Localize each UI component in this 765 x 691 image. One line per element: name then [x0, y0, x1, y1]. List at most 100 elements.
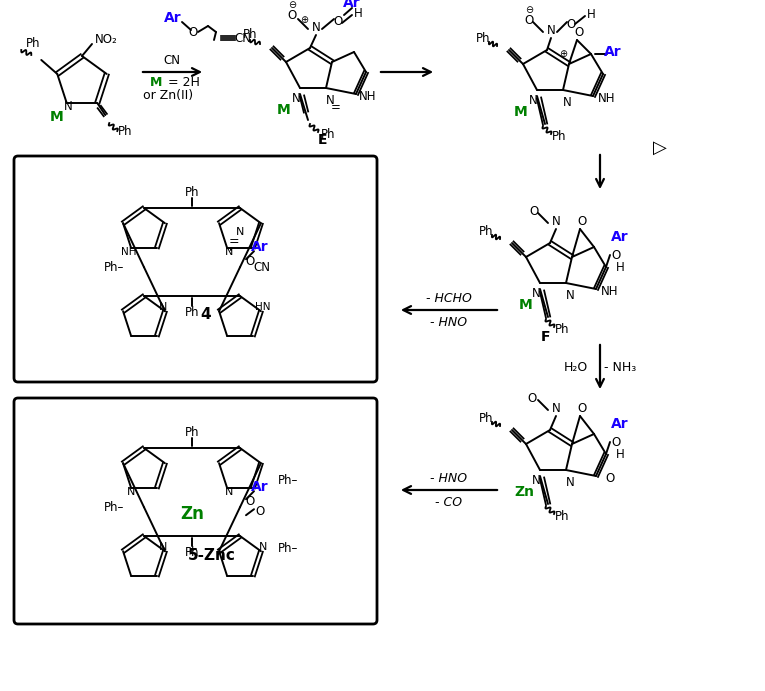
Text: N: N — [529, 93, 537, 106]
Text: N: N — [532, 473, 540, 486]
Text: Ph: Ph — [243, 28, 257, 41]
Text: NH: NH — [601, 285, 619, 298]
Text: Ph: Ph — [555, 509, 569, 522]
Text: =: = — [331, 102, 341, 115]
Text: Ph: Ph — [555, 323, 569, 336]
Text: 4: 4 — [200, 307, 211, 321]
Text: N: N — [225, 486, 233, 497]
Text: N: N — [552, 401, 561, 415]
Text: M: M — [277, 103, 291, 117]
Text: O: O — [288, 8, 297, 21]
Text: N: N — [532, 287, 540, 299]
Text: ⊖: ⊖ — [288, 0, 296, 10]
Text: Ph: Ph — [26, 37, 41, 50]
Text: - HNO: - HNO — [431, 471, 467, 484]
Text: H: H — [616, 448, 624, 460]
Text: H: H — [616, 261, 624, 274]
Text: Zn: Zn — [514, 485, 534, 499]
Text: Ph: Ph — [479, 412, 493, 424]
Text: N: N — [127, 486, 135, 497]
Text: O: O — [246, 255, 255, 267]
Text: Ar: Ar — [251, 480, 269, 494]
Text: NO₂: NO₂ — [95, 32, 117, 46]
Text: HN: HN — [256, 302, 271, 312]
Text: N: N — [291, 91, 301, 104]
Text: N: N — [326, 93, 334, 106]
Text: O: O — [605, 471, 614, 484]
Text: O: O — [566, 17, 575, 30]
Text: O: O — [256, 504, 265, 518]
Text: CN: CN — [235, 32, 252, 44]
Text: Ph: Ph — [476, 32, 490, 44]
Text: Ph: Ph — [479, 225, 493, 238]
Text: N: N — [547, 23, 555, 37]
Text: =: = — [229, 236, 239, 249]
Text: Ph–: Ph– — [103, 501, 124, 513]
Text: N: N — [552, 214, 561, 227]
Text: Ph: Ph — [118, 124, 132, 138]
Text: Ph–: Ph– — [278, 473, 298, 486]
Text: O: O — [611, 435, 620, 448]
Text: Ph: Ph — [185, 185, 199, 198]
Text: = 2H: = 2H — [164, 75, 200, 88]
Text: N: N — [565, 289, 575, 301]
Text: N: N — [236, 227, 244, 237]
FancyBboxPatch shape — [14, 156, 377, 382]
Text: ▷: ▷ — [653, 139, 667, 157]
Text: Zn: Zn — [180, 505, 204, 523]
Text: Ph: Ph — [185, 545, 199, 558]
Text: N: N — [259, 542, 267, 552]
Text: O: O — [334, 15, 343, 28]
Text: O: O — [575, 26, 584, 39]
Text: M: M — [519, 298, 533, 312]
Text: - CO: - CO — [435, 495, 463, 509]
Text: NH: NH — [598, 91, 616, 104]
Text: 5-Znc: 5-Znc — [188, 549, 236, 563]
Text: M: M — [150, 75, 162, 88]
Text: O: O — [578, 401, 587, 415]
Text: O: O — [611, 249, 620, 261]
Text: O: O — [578, 214, 587, 227]
Text: Ph–: Ph– — [278, 542, 298, 554]
Text: - HCHO: - HCHO — [426, 292, 472, 305]
Text: O: O — [246, 495, 255, 508]
Text: Ph: Ph — [321, 128, 335, 140]
Text: N: N — [225, 247, 233, 257]
Text: ⊖: ⊖ — [525, 5, 533, 15]
Text: Ar: Ar — [251, 240, 269, 254]
Text: CN: CN — [164, 53, 181, 66]
Text: O: O — [527, 392, 536, 404]
Text: N: N — [562, 95, 571, 108]
Text: N: N — [158, 302, 167, 312]
Text: CN: CN — [253, 261, 271, 274]
Text: E: E — [318, 133, 327, 147]
Text: Ar: Ar — [611, 230, 629, 244]
Text: Ar: Ar — [604, 45, 622, 59]
Text: H₂O: H₂O — [564, 361, 588, 374]
Text: - HNO: - HNO — [431, 316, 467, 328]
Text: M: M — [50, 110, 63, 124]
Text: ⊕: ⊕ — [300, 15, 308, 25]
Text: N: N — [158, 542, 167, 552]
Text: NH: NH — [122, 247, 137, 257]
Text: M: M — [514, 105, 528, 119]
Text: O: O — [188, 26, 197, 39]
FancyBboxPatch shape — [14, 398, 377, 624]
Text: N: N — [311, 21, 321, 33]
Text: Ar: Ar — [343, 0, 361, 10]
Text: H: H — [587, 8, 595, 21]
Text: O: O — [529, 205, 539, 218]
Text: F: F — [542, 330, 551, 344]
Text: Ph: Ph — [185, 305, 199, 319]
Text: H: H — [353, 6, 363, 19]
Text: N: N — [64, 100, 73, 113]
Text: Ar: Ar — [164, 11, 182, 25]
Text: Ph: Ph — [552, 129, 566, 142]
Text: ⊕: ⊕ — [559, 49, 567, 59]
Text: Ph–: Ph– — [103, 261, 124, 274]
Text: or Zn(II): or Zn(II) — [143, 88, 193, 102]
Text: O: O — [524, 14, 534, 26]
Text: NH: NH — [360, 90, 376, 102]
Text: Ar: Ar — [611, 417, 629, 431]
Text: - NH₃: - NH₃ — [604, 361, 636, 374]
